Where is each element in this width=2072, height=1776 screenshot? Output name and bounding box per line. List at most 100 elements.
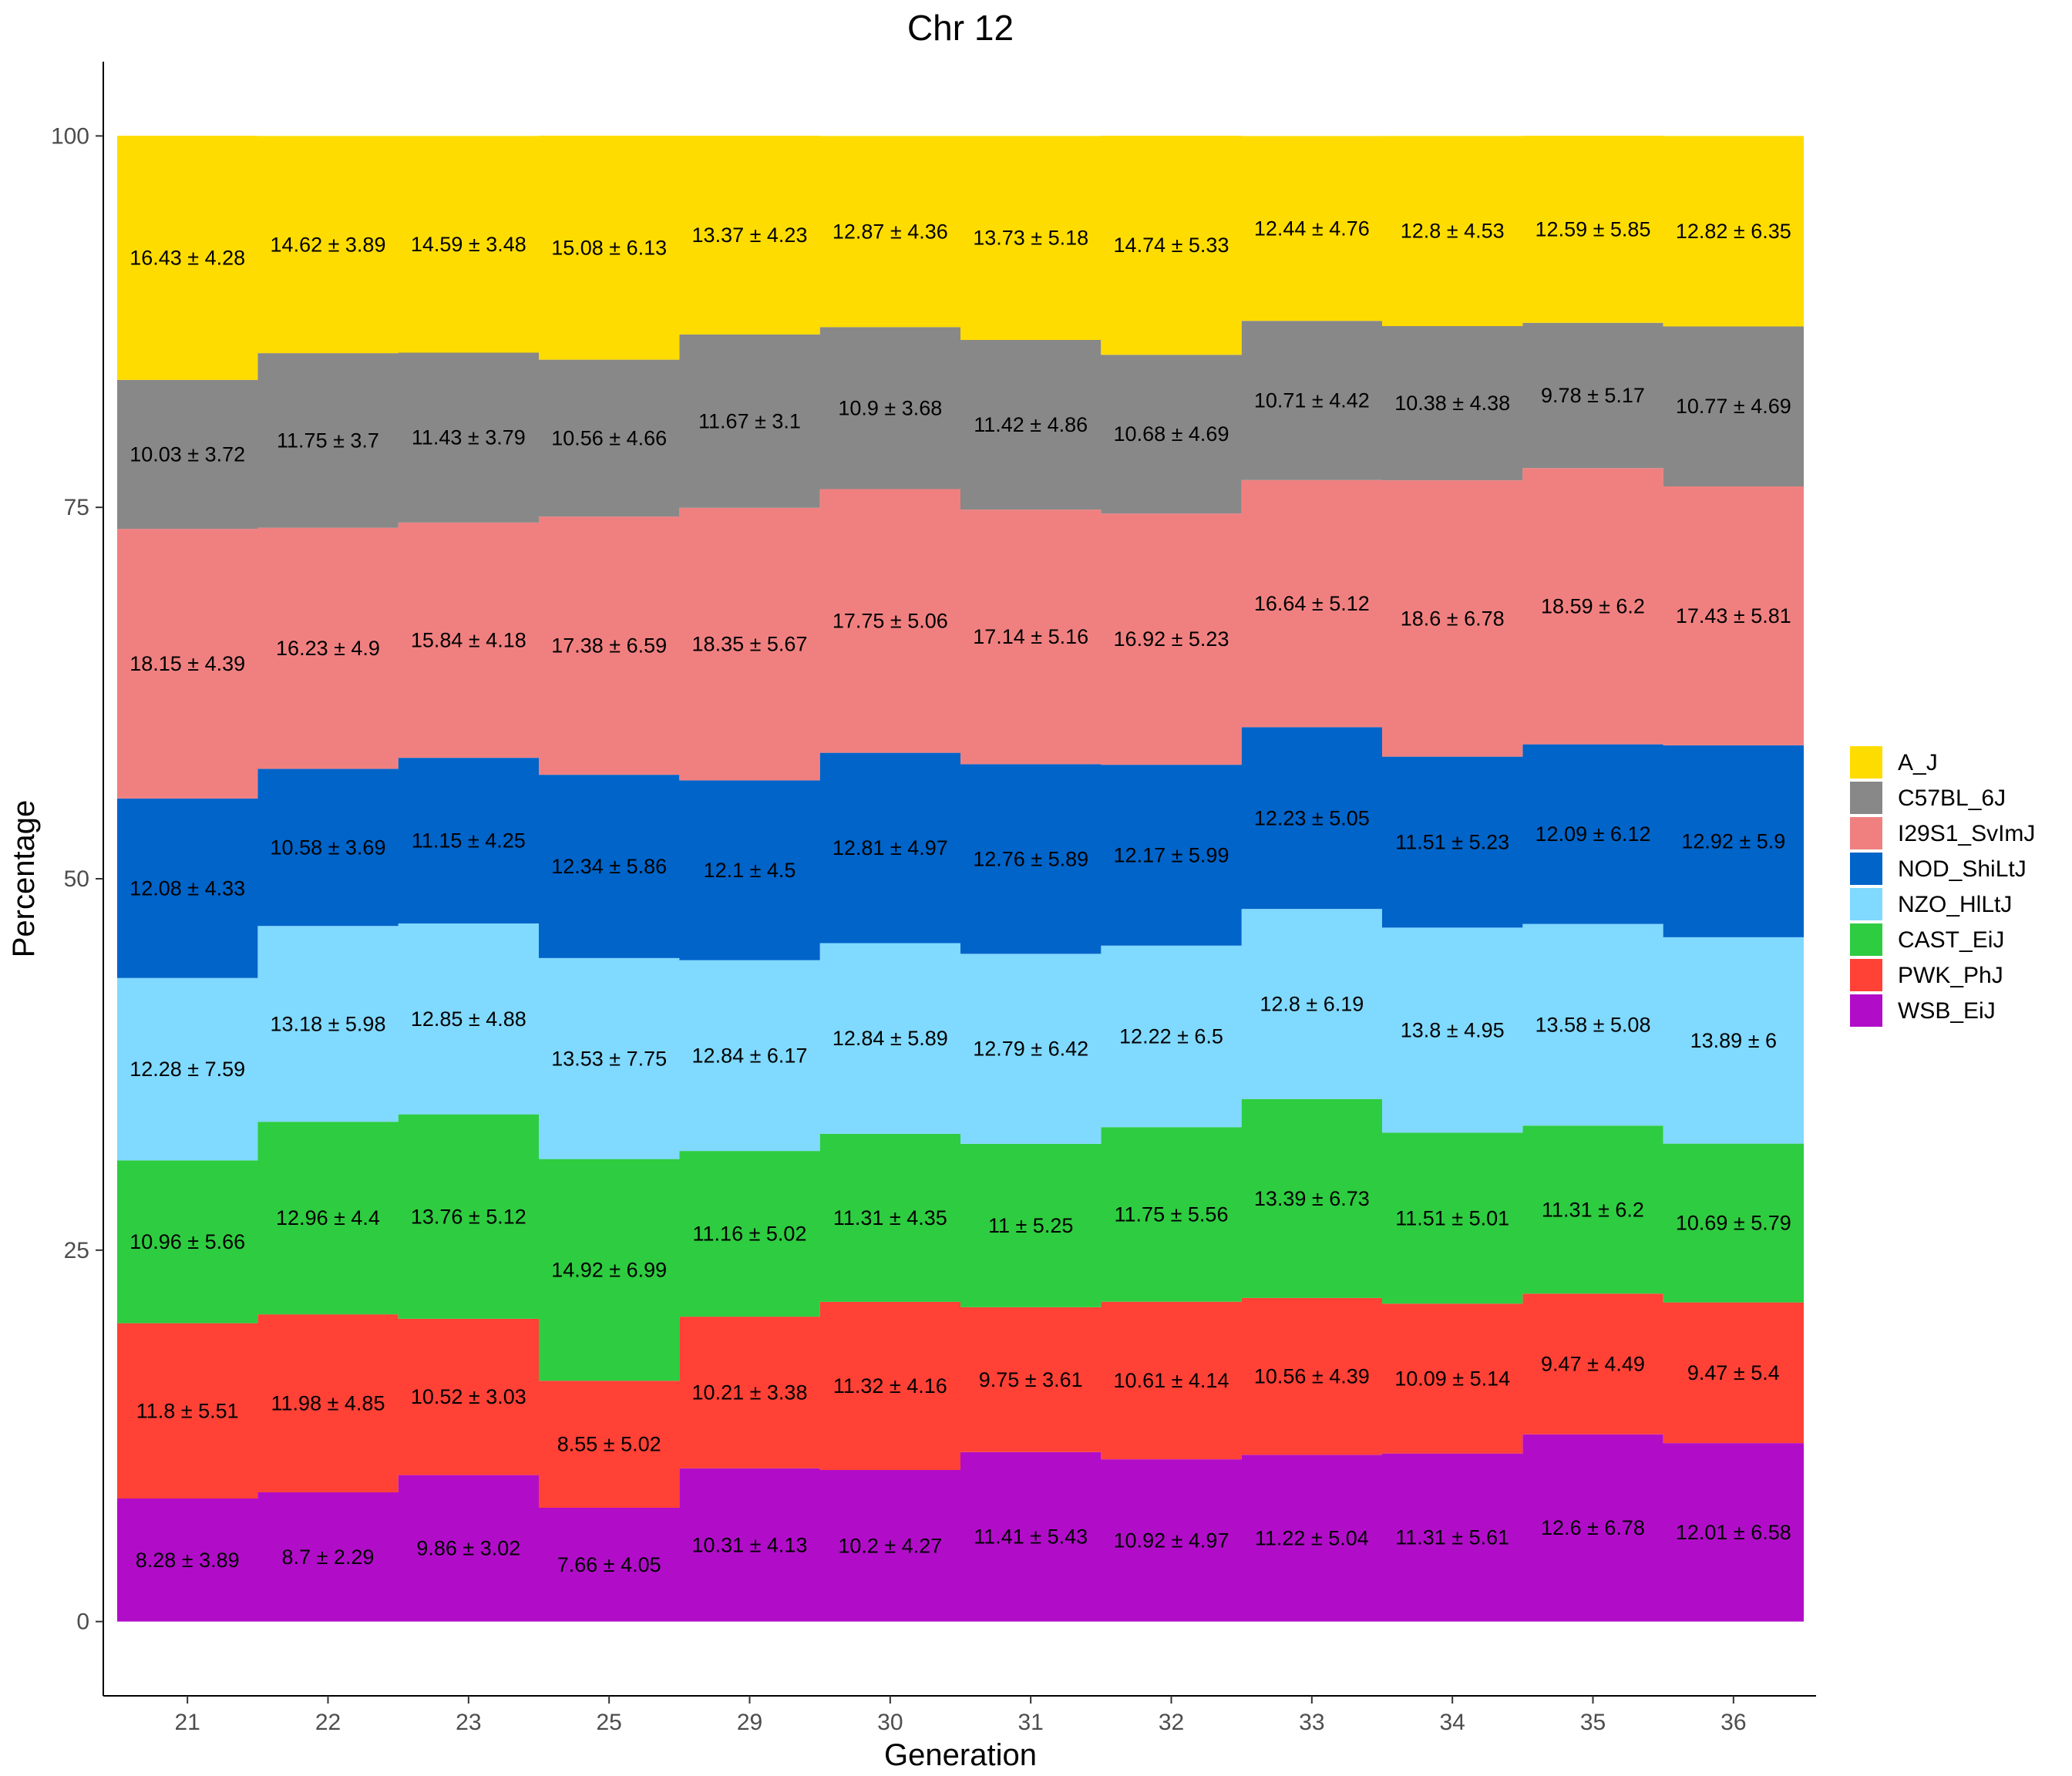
y-axis-title: Percentage [7, 800, 41, 958]
legend-swatch-c57bl-6j [1850, 782, 1882, 814]
segment-label-wsb-eij-31: 11.41 ± 5.43 [974, 1525, 1088, 1549]
segment-label-c57bl-6j-23: 11.43 ± 3.79 [412, 426, 526, 449]
x-tick-label-25: 25 [596, 1710, 621, 1735]
segment-label-wsb-eij-33: 11.22 ± 5.04 [1255, 1527, 1369, 1550]
legend-label-c57bl-6j: C57BL_6J [1898, 785, 2006, 811]
segment-label-cast-eij-30: 11.31 ± 4.35 [833, 1206, 947, 1229]
y-tick-label-100: 100 [51, 123, 89, 149]
segment-labels-layer: 8.28 ± 3.89 8.7 ± 2.29 9.86 ± 3.02 7.66 ± 4… [130, 217, 1791, 1576]
segment-label-nod-shiltj-31: 12.76 ± 5.89 [973, 847, 1088, 870]
y-ticks-layer: 0 25 50 75 100 [51, 123, 103, 1635]
segment-label-nzo-hlltj-34: 13.8 ± 4.95 [1401, 1018, 1505, 1041]
segment-label-wsb-eij-30: 10.2 ± 4.27 [838, 1534, 942, 1557]
segment-label-nod-shiltj-32: 12.17 ± 5.99 [1114, 843, 1229, 866]
segment-label-cast-eij-36: 10.69 ± 5.79 [1676, 1212, 1791, 1235]
segment-label-cast-eij-25: 14.92 ± 6.99 [551, 1258, 667, 1281]
segment-label-cast-eij-33: 13.39 ± 6.73 [1254, 1187, 1370, 1210]
legend-label-nod-shiltj: NOD_ShiLtJ [1898, 856, 2027, 882]
segment-label-cast-eij-21: 10.96 ± 5.66 [130, 1230, 245, 1253]
segment-label-wsb-eij-25: 7.66 ± 4.05 [557, 1553, 661, 1576]
x-tick-label-32: 32 [1159, 1710, 1184, 1735]
segment-label-c57bl-6j-32: 10.68 ± 4.69 [1114, 422, 1229, 446]
segment-label-i29s1-svimj-30: 17.75 ± 5.06 [832, 610, 948, 633]
segment-label-i29s1-svimj-25: 17.38 ± 6.59 [551, 634, 667, 658]
segment-label-wsb-eij-29: 10.31 ± 4.13 [692, 1533, 808, 1556]
x-tick-label-21: 21 [174, 1710, 200, 1735]
segment-label-i29s1-svimj-35: 18.59 ± 6.2 [1541, 594, 1645, 617]
segment-label-pwk-phj-23: 10.52 ± 3.03 [411, 1385, 526, 1408]
segment-label-i29s1-svimj-31: 17.14 ± 5.16 [973, 625, 1088, 648]
segment-label-cast-eij-29: 11.16 ± 5.02 [693, 1223, 807, 1246]
segment-label-pwk-phj-22: 11.98 ± 4.85 [271, 1392, 385, 1415]
segment-label-wsb-eij-32: 10.92 ± 4.97 [1114, 1529, 1229, 1552]
segment-label-cast-eij-32: 11.75 ± 5.56 [1115, 1202, 1229, 1226]
segment-label-pwk-phj-29: 10.21 ± 3.38 [692, 1381, 808, 1404]
segment-label-c57bl-6j-21: 10.03 ± 3.72 [130, 442, 245, 466]
segment-label-i29s1-svimj-22: 16.23 ± 4.9 [276, 637, 380, 660]
segment-label-wsb-eij-21: 8.28 ± 3.89 [136, 1549, 240, 1572]
legend-swatch-wsb-eij [1850, 994, 1882, 1027]
segment-label-pwk-phj-21: 11.8 ± 5.51 [136, 1399, 239, 1422]
legend-swatch-nzo-hlltj [1850, 888, 1882, 920]
segment-label-a-j-35: 12.59 ± 5.85 [1536, 217, 1651, 240]
segment-label-pwk-phj-34: 10.09 ± 5.14 [1394, 1367, 1510, 1390]
legend: A_J C57BL_6J I29S1_SvImJ NOD_ShiLtJ NZO_HlLt… [1850, 746, 2035, 1027]
segment-label-cast-eij-31: 11 ± 5.25 [988, 1214, 1073, 1237]
segment-label-nzo-hlltj-21: 12.28 ± 7.59 [130, 1058, 245, 1081]
segment-label-pwk-phj-25: 8.55 ± 5.02 [557, 1433, 661, 1456]
segment-label-pwk-phj-36: 9.47 ± 5.4 [1687, 1361, 1780, 1384]
segment-label-nod-shiltj-33: 12.23 ± 5.05 [1254, 806, 1370, 829]
band-c57bl-6j [117, 321, 1804, 530]
legend-label-cast-eij: CAST_EiJ [1898, 927, 2004, 953]
segment-label-i29s1-svimj-29: 18.35 ± 5.67 [692, 633, 808, 656]
segment-label-nzo-hlltj-29: 12.84 ± 6.17 [692, 1044, 808, 1067]
segment-label-nzo-hlltj-35: 13.58 ± 5.08 [1536, 1013, 1651, 1036]
x-tick-label-22: 22 [315, 1710, 341, 1735]
segment-label-wsb-eij-22: 8.7 ± 2.29 [282, 1546, 375, 1569]
segment-label-nzo-hlltj-32: 12.22 ± 6.5 [1119, 1024, 1223, 1048]
legend-label-wsb-eij: WSB_EiJ [1898, 998, 1996, 1024]
legend-label-a-j: A_J [1898, 750, 1938, 775]
segment-label-cast-eij-23: 13.76 ± 5.12 [411, 1205, 526, 1228]
segment-label-nod-shiltj-29: 12.1 ± 4.5 [704, 859, 796, 882]
segment-label-wsb-eij-35: 12.6 ± 6.78 [1541, 1516, 1645, 1539]
segment-label-nod-shiltj-30: 12.81 ± 4.97 [832, 836, 948, 859]
segment-label-i29s1-svimj-32: 16.92 ± 5.23 [1114, 627, 1229, 651]
segment-label-nod-shiltj-35: 12.09 ± 6.12 [1536, 822, 1651, 846]
segment-label-i29s1-svimj-34: 18.6 ± 6.78 [1401, 607, 1505, 630]
band-a-j [117, 135, 1804, 380]
segment-label-pwk-phj-32: 10.61 ± 4.14 [1114, 1369, 1229, 1392]
segment-label-i29s1-svimj-21: 18.15 ± 4.39 [130, 652, 245, 675]
x-tick-label-29: 29 [737, 1710, 762, 1735]
segment-label-c57bl-6j-30: 10.9 ± 3.68 [838, 396, 942, 419]
segment-label-nzo-hlltj-33: 12.8 ± 6.19 [1260, 992, 1364, 1015]
segment-label-a-j-30: 12.87 ± 4.36 [832, 220, 948, 243]
segment-label-c57bl-6j-29: 11.67 ± 3.1 [698, 409, 801, 432]
segment-label-nod-shiltj-25: 12.34 ± 5.86 [551, 855, 667, 878]
segment-label-a-j-21: 16.43 ± 4.28 [130, 247, 245, 270]
segment-label-a-j-31: 13.73 ± 5.18 [973, 227, 1088, 250]
segment-label-nod-shiltj-22: 10.58 ± 3.69 [271, 836, 386, 859]
legend-swatch-nod-shiltj [1850, 853, 1882, 885]
segment-label-nzo-hlltj-22: 13.18 ± 5.98 [271, 1012, 386, 1035]
segment-label-c57bl-6j-35: 9.78 ± 5.17 [1541, 384, 1645, 407]
segment-label-nzo-hlltj-36: 13.89 ± 6 [1690, 1029, 1777, 1052]
segment-label-a-j-36: 12.82 ± 6.35 [1676, 220, 1791, 243]
segment-label-nzo-hlltj-30: 12.84 ± 5.89 [832, 1027, 948, 1050]
segment-label-a-j-34: 12.8 ± 4.53 [1401, 220, 1505, 243]
x-tick-label-23: 23 [456, 1710, 481, 1735]
x-axis-title: Generation [884, 1738, 1037, 1772]
segment-label-c57bl-6j-33: 10.71 ± 4.42 [1254, 389, 1370, 412]
segment-label-a-j-29: 13.37 ± 4.23 [692, 224, 808, 247]
legend-swatch-cast-eij [1850, 923, 1882, 956]
segment-label-c57bl-6j-36: 10.77 ± 4.69 [1676, 395, 1791, 418]
y-tick-label-0: 0 [76, 1610, 89, 1635]
legend-label-nzo-hlltj: NZO_HlLtJ [1898, 892, 2012, 917]
x-tick-label-34: 34 [1439, 1710, 1465, 1735]
segment-label-a-j-32: 14.74 ± 5.33 [1114, 234, 1229, 257]
y-tick-label-25: 25 [64, 1238, 89, 1263]
segment-label-nzo-hlltj-23: 12.85 ± 4.88 [411, 1007, 526, 1031]
segment-label-cast-eij-35: 11.31 ± 6.2 [1542, 1198, 1644, 1221]
segment-label-pwk-phj-31: 9.75 ± 3.61 [979, 1368, 1083, 1391]
